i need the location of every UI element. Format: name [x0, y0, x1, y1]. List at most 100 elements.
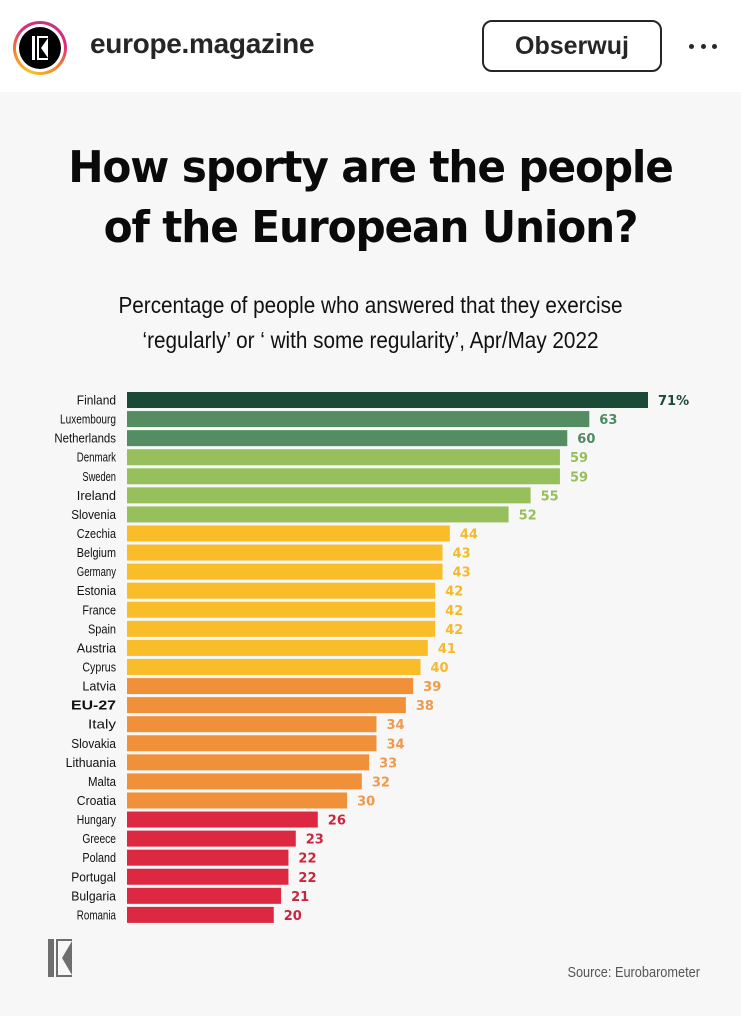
chart-title: How sporty are the people of the Europea… — [15, 138, 726, 258]
bar — [127, 773, 362, 790]
category-label: Slovenia — [71, 508, 116, 522]
bar — [127, 639, 428, 656]
bar — [127, 525, 450, 542]
data-label: 23 — [306, 833, 324, 848]
data-label: 42 — [445, 623, 463, 638]
data-label: 43 — [453, 566, 471, 581]
category-label: Finland — [77, 394, 116, 408]
username-link[interactable]: europe.magazine — [90, 28, 315, 59]
bar — [127, 868, 289, 885]
data-label: 39 — [423, 680, 441, 695]
bar — [127, 678, 414, 695]
category-label: Sweden — [82, 470, 116, 484]
chart-subtitle-line: ‘regularly’ or ‘ with some regularity’, … — [142, 327, 599, 353]
chart-title-line: of the European Union? — [103, 202, 639, 253]
bar — [127, 506, 509, 523]
follow-button[interactable]: Obserwuj — [482, 20, 662, 72]
data-label: 38 — [416, 699, 434, 714]
bar — [127, 411, 590, 428]
bar — [127, 849, 289, 866]
europe-magazine-logo-icon — [19, 27, 61, 69]
data-label: 59 — [570, 470, 588, 485]
data-label: 32 — [372, 775, 390, 790]
data-label: 30 — [357, 794, 375, 809]
bar-chart: Finland 71% Luxembourg 63 Netherlands 60 Denma… — [54, 392, 689, 924]
data-label: 34 — [386, 737, 404, 752]
dot — [712, 43, 717, 49]
category-label: Hungary — [77, 813, 117, 827]
europe-magazine-logo-icon — [44, 937, 76, 979]
category-label: Estonia — [77, 584, 116, 598]
data-label: 43 — [453, 547, 471, 562]
category-label: Malta — [88, 775, 116, 789]
data-label: 26 — [328, 814, 346, 829]
bar — [127, 468, 560, 485]
category-label: Ireland — [77, 489, 116, 503]
bar — [127, 716, 377, 733]
category-label: EU-27 — [71, 698, 116, 713]
data-label: 55 — [541, 489, 559, 504]
post-image: How sporty are the people of the Europea… — [0, 92, 741, 1016]
chart-source: Source: Eurobarometer — [567, 964, 700, 981]
category-label: Netherlands — [54, 432, 116, 446]
bar — [127, 620, 436, 637]
bar — [127, 601, 436, 618]
chart-title-line: How sporty are the people — [68, 142, 674, 193]
bar — [127, 754, 370, 771]
bar — [127, 906, 274, 923]
data-label: 44 — [460, 527, 478, 542]
bar — [127, 582, 436, 599]
category-label: Cyprus — [82, 660, 116, 674]
category-label: Luxembourg — [60, 413, 116, 427]
category-label: Czechia — [77, 527, 116, 541]
category-label: Croatia — [77, 794, 116, 808]
bar — [127, 697, 406, 714]
avatar-ring — [16, 24, 64, 72]
data-label: 22 — [298, 852, 316, 867]
category-label: France — [82, 603, 116, 617]
category-label: Poland — [82, 851, 116, 865]
bar — [127, 563, 443, 580]
bar — [127, 658, 421, 675]
data-label: 21 — [291, 890, 309, 905]
category-label: Romania — [77, 908, 116, 922]
bar — [127, 449, 560, 466]
dot — [700, 43, 706, 49]
data-label: 33 — [379, 756, 397, 771]
category-label: Austria — [77, 641, 116, 655]
category-label: Latvia — [82, 680, 116, 694]
bar — [127, 792, 348, 809]
avatar[interactable] — [13, 21, 67, 75]
chart-subtitle-line: Percentage of people who answered that t… — [118, 292, 623, 318]
category-label: Belgium — [77, 546, 116, 560]
data-label: 34 — [386, 718, 404, 733]
category-label: Germany — [77, 565, 117, 579]
category-label: Denmark — [77, 451, 117, 465]
category-label: Italy — [88, 718, 117, 732]
category-label: Lithuania — [66, 756, 116, 770]
data-label: 42 — [445, 604, 463, 619]
category-label: Slovakia — [71, 737, 116, 751]
data-label: 41 — [438, 642, 456, 657]
data-label: 63 — [599, 413, 617, 428]
bar — [127, 392, 648, 408]
bar — [127, 887, 282, 904]
more-horizontal-icon[interactable] — [685, 32, 721, 60]
bar — [127, 544, 443, 561]
post-header: europe.magazine Obserwuj — [0, 0, 741, 92]
data-label: 42 — [445, 585, 463, 600]
bar — [127, 487, 531, 504]
chart-subtitle: Percentage of people who answered that t… — [37, 288, 704, 358]
data-label: 52 — [519, 508, 537, 523]
dot — [689, 43, 694, 49]
bar — [127, 430, 568, 447]
data-label: 20 — [284, 909, 302, 924]
data-label: 59 — [570, 451, 588, 466]
post-footer-strip — [0, 1016, 741, 1024]
category-label: Spain — [88, 622, 116, 636]
category-label: Portugal — [71, 870, 116, 884]
bar — [127, 811, 318, 828]
bar — [127, 735, 377, 752]
data-label: 40 — [431, 661, 449, 676]
category-label: Greece — [82, 832, 116, 846]
